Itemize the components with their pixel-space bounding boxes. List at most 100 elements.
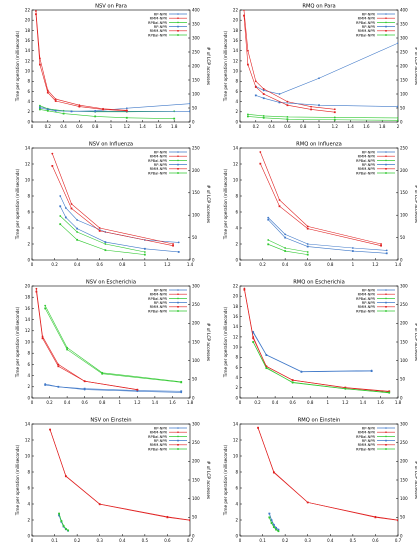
data-point xyxy=(278,101,281,104)
data-point xyxy=(252,341,255,343)
data-point xyxy=(177,241,180,244)
data-point xyxy=(272,471,275,474)
x-tick-label: 1 xyxy=(327,400,330,405)
x-tick-label: 0 xyxy=(239,538,242,543)
data-point xyxy=(94,115,97,118)
legend-label: RPBal-NPR xyxy=(356,447,375,451)
legend-marker xyxy=(177,34,179,36)
x-tick-label: 0 xyxy=(31,262,34,267)
data-point xyxy=(291,379,294,381)
y2-tick-label: 250 xyxy=(192,440,200,445)
data-point xyxy=(39,108,41,111)
y-tick-label: 4 xyxy=(235,501,238,506)
legend-label: RMM-NPR xyxy=(358,17,376,21)
data-point xyxy=(180,390,183,393)
y-tick-label: 6 xyxy=(27,362,30,367)
y-tick-label: 14 xyxy=(233,324,239,329)
y-tick-label: 18 xyxy=(233,28,239,33)
y2-tick-label: 100 xyxy=(192,496,200,501)
x-tick-label: 1 xyxy=(119,400,122,405)
y-tick-label: 12 xyxy=(233,161,239,166)
series-line-rpbal-npr xyxy=(252,341,390,394)
data-point xyxy=(60,520,63,522)
data-point xyxy=(57,385,60,388)
y2-tick-label: 50 xyxy=(192,235,198,240)
data-point xyxy=(57,363,60,366)
data-point xyxy=(397,105,398,108)
legend-label: RPBal-NPR xyxy=(356,309,375,313)
y2-tick-label: 0 xyxy=(400,119,403,124)
legend-marker xyxy=(177,17,179,20)
y2-tick-label: 100 xyxy=(400,213,408,218)
data-point xyxy=(254,86,257,88)
y2-tick-label: 250 xyxy=(400,145,408,150)
data-point xyxy=(59,215,62,217)
y-tick-label: 4 xyxy=(27,501,30,506)
legend-marker xyxy=(177,293,179,296)
y-tick-label: 0 xyxy=(27,119,30,124)
data-point xyxy=(265,365,268,368)
series-line-rp-npr xyxy=(59,206,179,253)
data-point xyxy=(78,104,81,107)
x-tick-label: 1.4 xyxy=(187,262,194,267)
data-point xyxy=(262,116,265,119)
data-point xyxy=(306,225,309,228)
x-tick-label: 1.2 xyxy=(124,124,131,129)
chart-title: NSV on Influenza xyxy=(89,142,133,148)
y-tick-label: 12 xyxy=(25,328,31,333)
data-point xyxy=(397,42,398,44)
legend-marker xyxy=(385,289,387,291)
legend-label: RPBal-NPR xyxy=(148,435,167,439)
legend-marker xyxy=(385,444,387,446)
legend-marker xyxy=(177,25,179,28)
data-point xyxy=(278,93,281,95)
legend-marker xyxy=(385,448,387,450)
data-point xyxy=(41,337,44,340)
x-tick-label: 0.2 xyxy=(51,262,58,267)
legend-marker xyxy=(177,289,179,291)
x-tick-label: 0 xyxy=(31,124,34,129)
y-tick-label: 8 xyxy=(235,469,238,474)
data-point xyxy=(98,227,101,229)
y2-tick-label: 200 xyxy=(192,168,200,173)
y-tick-label: 2 xyxy=(235,517,238,522)
data-point xyxy=(102,108,104,111)
x-tick-label: 0.8 xyxy=(307,400,314,405)
legend-label: RMM-NPR xyxy=(358,293,376,297)
y-tick-label: 14 xyxy=(233,48,239,53)
data-point xyxy=(278,205,281,208)
y2-tick-label: 350 xyxy=(192,21,200,26)
data-point xyxy=(46,109,49,112)
legend-label: RPBal-NPR xyxy=(356,297,375,301)
y2-axis-label: # of LCP accesses xyxy=(206,185,211,223)
legend-marker xyxy=(177,172,179,174)
data-point xyxy=(54,100,57,102)
data-point xyxy=(277,528,280,531)
data-point xyxy=(286,118,289,121)
y-tick-label: 18 xyxy=(25,295,31,300)
y2-tick-label: 0 xyxy=(192,119,195,124)
y2-tick-label: 250 xyxy=(400,302,408,307)
data-point xyxy=(265,367,268,370)
data-point xyxy=(318,104,320,107)
data-point xyxy=(54,109,57,112)
y-tick-label: 2 xyxy=(27,517,30,522)
data-point xyxy=(76,238,79,241)
legend-label: RMM-NPR xyxy=(358,431,376,435)
legend-marker xyxy=(177,439,179,442)
legend-marker xyxy=(177,301,179,304)
y-tick-label: 8 xyxy=(27,79,30,84)
data-point xyxy=(58,512,60,515)
x-tick-label: 0.6 xyxy=(164,538,171,543)
series-layer xyxy=(35,10,190,120)
legend-label: RPBal-NPR xyxy=(356,171,375,175)
data-point xyxy=(267,239,270,241)
x-tick-label: 1 xyxy=(318,124,321,129)
legend-marker xyxy=(385,306,387,308)
x-tick-label: 0.2 xyxy=(259,262,266,267)
legend-label: RPBal-NPR xyxy=(148,33,167,37)
x-tick-label: 0.2 xyxy=(282,538,289,543)
x-tick-label: 0.4 xyxy=(74,262,81,267)
series-layer xyxy=(259,151,388,256)
